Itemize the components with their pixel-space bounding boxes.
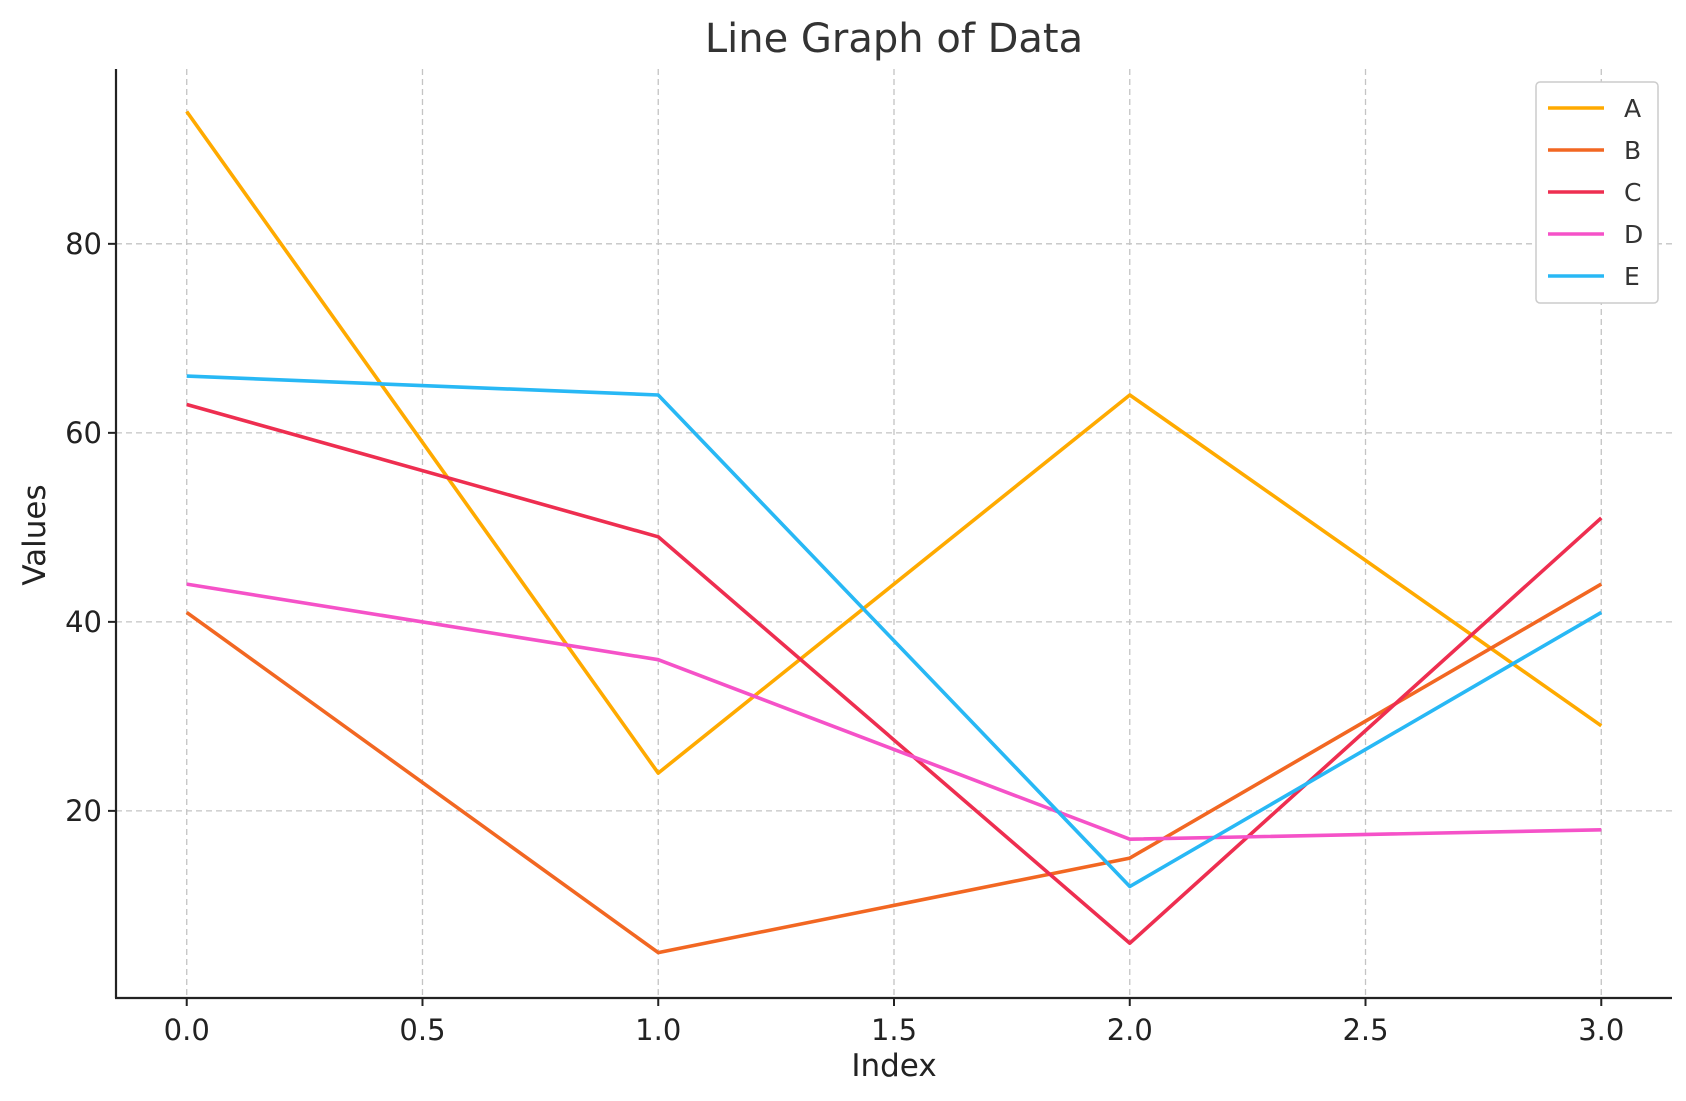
y-tick-label: 60 xyxy=(65,416,102,450)
y-tick-label: 20 xyxy=(65,794,102,828)
x-tick-label: 3.0 xyxy=(1578,1013,1624,1047)
x-axis-label: Index xyxy=(851,1048,936,1084)
legend-label-e: E xyxy=(1624,262,1640,291)
x-axis-ticks: 0.0 0.5 1.0 1.5 2.0 2.5 3.0 xyxy=(164,998,1624,1047)
y-tick-label: 80 xyxy=(65,227,102,261)
y-axis-label: Values xyxy=(17,484,53,585)
legend-label-d: D xyxy=(1624,220,1643,249)
legend-label-c: C xyxy=(1624,178,1641,207)
series-line-c xyxy=(186,402,1603,946)
x-tick-label: 2.5 xyxy=(1342,1013,1388,1047)
x-tick-label: 0.5 xyxy=(399,1013,445,1047)
legend-label-a: A xyxy=(1624,94,1641,123)
series-lines xyxy=(185,110,1603,955)
series-line-a xyxy=(185,110,1603,775)
series-line-d xyxy=(186,582,1602,842)
series-line-e xyxy=(186,374,1603,889)
legend-label-b: B xyxy=(1624,136,1641,165)
x-tick-label: 0.0 xyxy=(164,1013,210,1047)
y-tick-label: 40 xyxy=(65,605,102,639)
x-tick-label: 1.5 xyxy=(871,1013,917,1047)
chart-title: Line Graph of Data xyxy=(705,16,1083,62)
series-line-b xyxy=(185,582,1603,955)
x-tick-label: 1.0 xyxy=(635,1013,681,1047)
y-axis-ticks: 20 40 60 80 xyxy=(65,227,116,828)
x-tick-label: 2.0 xyxy=(1107,1013,1153,1047)
